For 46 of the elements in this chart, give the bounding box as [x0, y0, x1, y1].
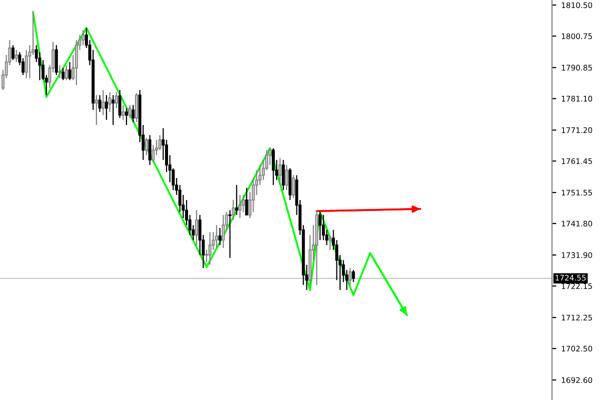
candlestick [235, 184, 238, 216]
candlestick [238, 194, 242, 219]
candlestick [282, 159, 285, 191]
candlestick [228, 210, 232, 258]
candlestick [132, 104, 135, 123]
candlestick [64, 64, 68, 81]
candlestick [14, 49, 18, 63]
candlestick [268, 148, 272, 166]
candlestick [278, 157, 282, 186]
candlestick [195, 210, 198, 246]
candlestick [135, 92, 138, 123]
candlestick [152, 144, 155, 163]
candlestick [272, 148, 275, 186]
candlestick [222, 214, 225, 249]
candlestick [215, 224, 218, 249]
candlestick [102, 89, 105, 116]
candlestick [208, 232, 212, 266]
candlestick [218, 227, 222, 246]
candlestick [145, 137, 148, 156]
candlestick [118, 89, 122, 119]
candlestick [322, 214, 325, 241]
candlestick [122, 104, 125, 120]
candlestick [148, 134, 152, 166]
candlestick [245, 187, 248, 216]
candlestick [328, 234, 332, 250]
candlestick [158, 134, 162, 151]
candlestick [125, 108, 128, 126]
candlestick [98, 94, 102, 112]
candlestick [318, 212, 322, 241]
candlestick [128, 104, 132, 119]
candlestick [94, 94, 98, 126]
candlestick [348, 267, 352, 286]
candlestick [104, 94, 108, 120]
candlestick [285, 164, 288, 191]
candlestick [108, 92, 112, 112]
candlestick [24, 49, 28, 79]
candlestick [114, 92, 118, 109]
candlestick [82, 30, 85, 46]
candlestick [12, 44, 14, 61]
candlestick [232, 199, 235, 221]
candlestick [54, 44, 58, 76]
candlestick [352, 269, 355, 283]
candlestick [62, 67, 65, 81]
candlestick [112, 94, 115, 126]
candlestick [58, 64, 62, 79]
candlestick [292, 174, 295, 199]
